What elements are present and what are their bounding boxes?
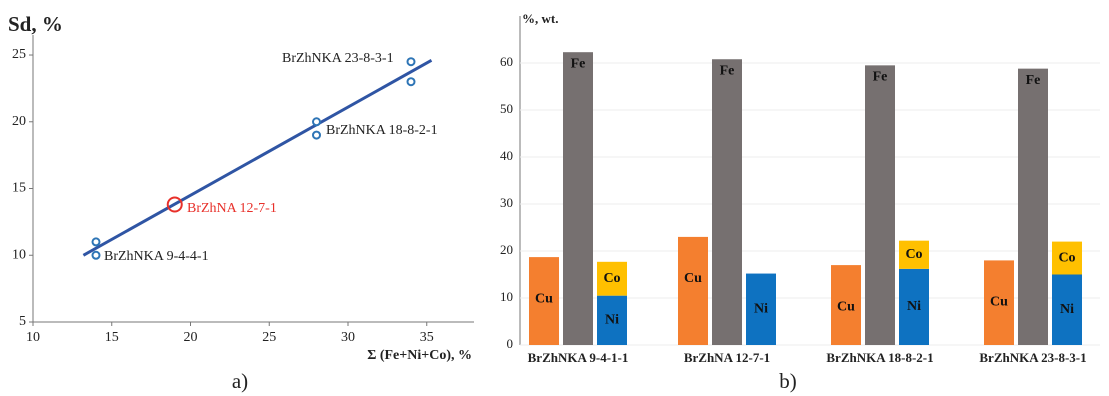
bar-label: Co <box>1058 250 1075 265</box>
x-tick-label: BrZhNKA 23-8-3-1 <box>979 350 1086 365</box>
y-tick-label: 60 <box>500 54 513 69</box>
point <box>91 237 101 247</box>
bar-label: Fe <box>873 70 888 85</box>
bar <box>865 65 895 345</box>
x-axis-label: Σ (Fe+Ni+Co), % <box>367 348 472 363</box>
caption: b) <box>779 369 797 393</box>
bar <box>563 52 593 345</box>
y-tick-label: 10 <box>500 289 513 304</box>
bar <box>1052 274 1082 345</box>
bar-label: Ni <box>907 299 921 314</box>
bar-label: Fe <box>571 56 586 71</box>
bar-label: Cu <box>990 295 1008 310</box>
bar <box>899 268 929 345</box>
annotation: BrZhNKA 18-8-2-1 <box>326 123 438 138</box>
bar <box>1018 68 1048 345</box>
bar-label: Co <box>603 271 620 286</box>
bar-label: Cu <box>684 271 702 286</box>
y-tick-label: 25 <box>12 47 26 62</box>
trend-line <box>82 59 433 257</box>
chart-title: Sd, % <box>8 12 63 36</box>
bar-label: Fe <box>1026 73 1041 88</box>
x-tick-label: 35 <box>420 330 434 345</box>
y-tick-label: 30 <box>500 195 513 210</box>
point <box>166 196 183 213</box>
y-tick-label: 40 <box>500 148 513 163</box>
bar <box>1052 241 1082 275</box>
y-tick-label: 50 <box>500 101 513 116</box>
x-tick-label: BrZhNKA 18-8-2-1 <box>826 350 933 365</box>
x-tick-label: 25 <box>262 330 276 345</box>
y-tick-label: 20 <box>500 242 513 257</box>
y-tick-label: 0 <box>507 336 514 351</box>
x-tick-label: 15 <box>105 330 119 345</box>
x-tick-label: 20 <box>184 330 198 345</box>
bar-label: Ni <box>605 313 619 328</box>
bar <box>899 240 929 269</box>
bar <box>712 59 742 346</box>
bar <box>984 260 1014 345</box>
y-tick-label: 5 <box>19 314 26 329</box>
y-tick-label: 15 <box>12 181 26 196</box>
bar <box>597 295 627 345</box>
point <box>406 77 416 87</box>
caption: a) <box>232 369 248 393</box>
point <box>312 117 321 127</box>
bar <box>831 265 861 345</box>
y-tick-label: 20 <box>12 114 26 129</box>
point <box>312 130 321 140</box>
bar-label: Ni <box>754 301 768 316</box>
annotation: BrZhNKA 23-8-3-1 <box>282 51 394 66</box>
annotation: BrZhNKA 9-4-4-1 <box>104 249 209 264</box>
y-tick-label: 10 <box>12 247 26 262</box>
y-axis-label: %, wt. <box>522 11 558 26</box>
x-tick-label: 30 <box>341 330 355 345</box>
bar <box>746 273 776 345</box>
x-tick-label: 10 <box>26 330 40 345</box>
bar-label: Ni <box>1060 302 1074 317</box>
bar <box>529 257 559 345</box>
bar-label: Cu <box>535 291 553 306</box>
point <box>91 250 101 260</box>
point <box>406 57 416 67</box>
bar-label: Fe <box>720 63 735 78</box>
bar <box>678 236 708 345</box>
annotation: BrZhNA 12-7-1 <box>187 201 277 216</box>
bar <box>597 261 627 296</box>
x-tick-label: BrZhNA 12-7-1 <box>684 350 770 365</box>
bar-label: Co <box>905 247 922 262</box>
x-tick-label: BrZhNKA 9-4-1-1 <box>528 350 629 365</box>
bar-label: Cu <box>837 299 855 314</box>
